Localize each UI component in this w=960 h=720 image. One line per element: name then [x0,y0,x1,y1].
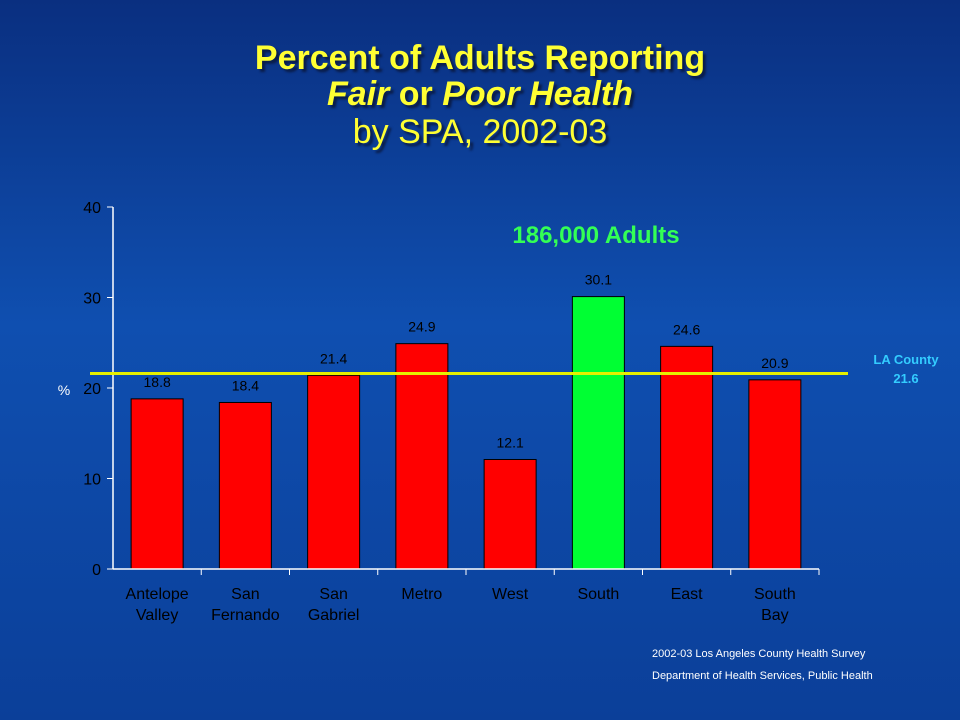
bar-value-label-5: 30.1 [585,272,612,288]
bar-2 [307,374,361,570]
footer-source: 2002-03 Los Angeles County Health Survey [652,648,866,660]
bar-4 [483,458,537,570]
bar-0 [130,398,184,570]
title-or: or [389,75,443,113]
reference-label-value: 21.6 [893,371,918,386]
bar-value-label-1: 18.4 [232,377,259,393]
bar-value-label-4: 12.1 [497,434,524,450]
y-tick-label-1: 10 [83,472,101,489]
x-tick-label-0-1: Valley [136,607,178,624]
bar-1 [218,401,272,570]
x-tick-label-7-0: South [754,586,796,603]
x-tick-label-1-1: Fernando [211,607,280,624]
bar-value-label-2: 21.4 [320,350,347,366]
reference-label-name: LA County [873,352,939,367]
bar-7 [748,379,802,570]
y-tick-label-2: 20 [83,381,101,398]
title-line-3: by SPA, 2002-03 [352,113,608,151]
x-tick-label-5-0: South [577,586,619,603]
x-tick-label-0-0: Antelope [126,586,189,603]
y-tick-label-4: 40 [83,200,101,217]
title-fair: Fair [326,75,390,113]
bar-5 [571,296,625,570]
bar-value-label-6: 24.6 [673,321,700,337]
bar-6 [660,345,714,570]
x-tick-label-2-0: San [319,586,347,603]
x-tick-label-6-0: East [671,586,704,603]
y-tick-label-3: 30 [83,291,101,308]
bar-value-label-7: 20.9 [761,355,788,371]
bar-value-label-3: 24.9 [408,319,435,335]
footer-department: Department of Health Services, Public He… [652,670,873,682]
y-tick-label-0: 0 [92,562,101,579]
title-line-1: Percent of Adults Reporting [254,39,706,77]
title-line-2: Fair or Poor Health [0,76,960,112]
x-tick-label-7-1: Bay [761,607,789,624]
x-tick-label-4-0: West [492,586,529,603]
title-poor-health: Poor Health [442,75,634,113]
x-tick-label-2-1: Gabriel [308,607,360,624]
bar-value-label-0: 18.8 [144,374,171,390]
chart-title: Percent of Adults Reporting Fair or Poor… [0,40,960,152]
x-tick-label-1-0: San [231,586,259,603]
x-tick-label-3-0: Metro [401,586,442,603]
y-axis-label: % [58,382,70,398]
axes-group: Antelope Valley San Fernando San Gabriel Metro… [83,200,820,624]
bars-group: 18.8 18.4 21.4 24.9 12.1 30.1 24.6 20.9 [130,272,802,570]
adults-annotation: 186,000 Adults [512,222,679,249]
bar-3 [395,343,449,570]
